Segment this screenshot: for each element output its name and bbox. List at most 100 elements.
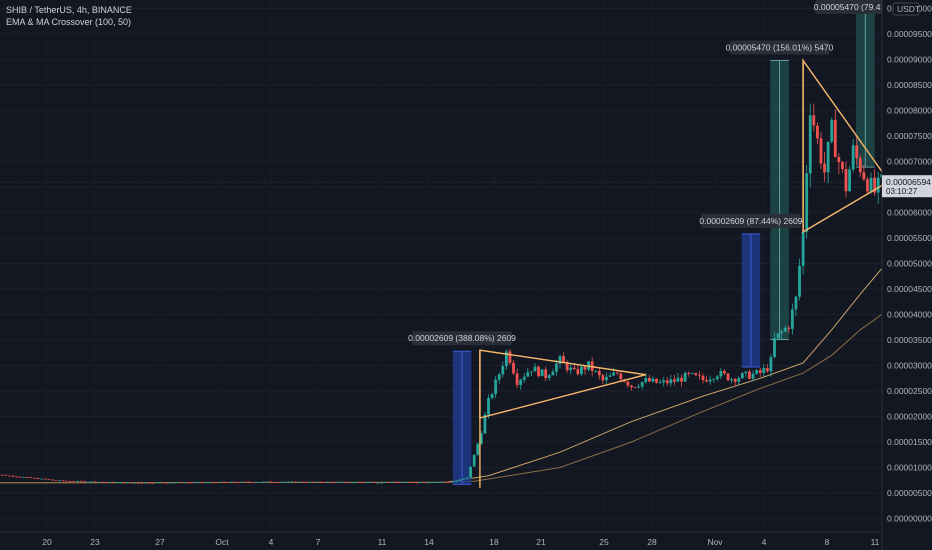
candle-body [501,366,505,375]
candle-body [601,375,605,381]
candle-body [161,482,165,484]
candle-body [744,371,748,374]
candle-body [329,481,333,483]
candle-body [183,482,187,484]
candle-body [708,379,712,382]
candle-body [701,375,705,381]
candle-body [297,481,301,483]
candle-body [526,372,530,377]
candle-body [522,376,526,380]
time-tick-label: 25 [599,537,609,547]
candle-body [208,482,212,483]
price-tick-label: 0.00003000 [887,361,932,371]
countdown-value: 03:10:27 [886,187,918,196]
measure-label: 0.00005470 (79.41%) 5470 [814,2,917,12]
candle-body [397,482,401,484]
candle-body [333,482,337,483]
candle-body [630,385,633,388]
candle-body [419,482,422,484]
candle-body [8,475,11,477]
candle-body [612,372,616,376]
candle-body [737,378,741,382]
candle-body [454,480,458,482]
candle-body [487,397,490,415]
candle-body [211,482,215,483]
candle-body [479,433,483,444]
candle-body [276,482,279,483]
candle-body [826,141,830,173]
indicator-title: EMA & MA Crossover (100, 50) [6,17,132,27]
candle-body [705,380,708,382]
candle-body [808,115,812,174]
candle-body [504,351,508,367]
measure-label-bg [729,40,830,55]
candle-body [387,482,390,483]
candle-body [0,474,4,476]
candle-body [272,482,276,483]
price-tick-label: 0.00000000 [887,514,932,524]
time-tick-label: Nov [707,537,723,547]
candle-body [544,369,548,379]
candle-body [565,362,569,371]
candle-body [447,481,451,483]
candle-body [530,371,533,373]
price-tick-label: 0.00003500 [887,335,932,345]
candle-body [197,481,201,483]
candle-body [75,480,79,482]
candle-body [569,367,573,371]
time-tick-label: 23 [90,537,100,547]
candle-body [769,357,773,372]
candle-body [72,481,76,483]
measure-label-bg [700,213,801,228]
candle-body [133,482,136,484]
candle-body [633,387,637,388]
candle-body [637,386,641,388]
candle-body [422,482,426,484]
time-tick-label: 11 [378,537,387,547]
candle-body [68,481,72,482]
candle-body [497,374,501,380]
symbol-title: SHIB / TetherUS, 4h, BINANCE [6,5,132,15]
candle-body [383,482,387,483]
candle-body [390,481,394,483]
candle-body [236,482,240,483]
price-tick-label: 0.00007500 [887,131,932,141]
candle-body [15,476,18,478]
candle-body [233,481,237,483]
candle-body [651,378,655,382]
candle-body [794,296,798,310]
candle-body [311,481,315,483]
candle-body [876,177,880,193]
candle-body [401,482,405,483]
candle-body [848,169,851,192]
candle-body [812,115,816,126]
candle-body [101,481,104,483]
candle-body [251,482,254,483]
price-tick-label: 0.00005500 [887,233,932,243]
candle-body [25,477,29,478]
candle-body [798,265,801,297]
candle-body [412,482,415,483]
candle-body [43,478,47,480]
candle-body [286,481,290,483]
candle-body [751,373,755,379]
candle-body [261,481,265,483]
candle-body [190,482,194,484]
candle-body [462,478,465,480]
candle-body [547,375,551,379]
currency-badge [892,2,920,16]
candle-body [308,481,312,483]
candle-body [204,482,208,484]
candle-body [372,482,376,483]
candle-body [151,482,154,484]
pennant-patterns [479,58,890,488]
last-price-badge [882,175,932,198]
candle-body [837,157,841,163]
candle-body [351,482,355,484]
candle-body [444,481,447,483]
candle-body [172,482,176,484]
candle-body [490,394,494,398]
time-tick-label: 27 [155,537,165,547]
candle-body [408,481,412,483]
